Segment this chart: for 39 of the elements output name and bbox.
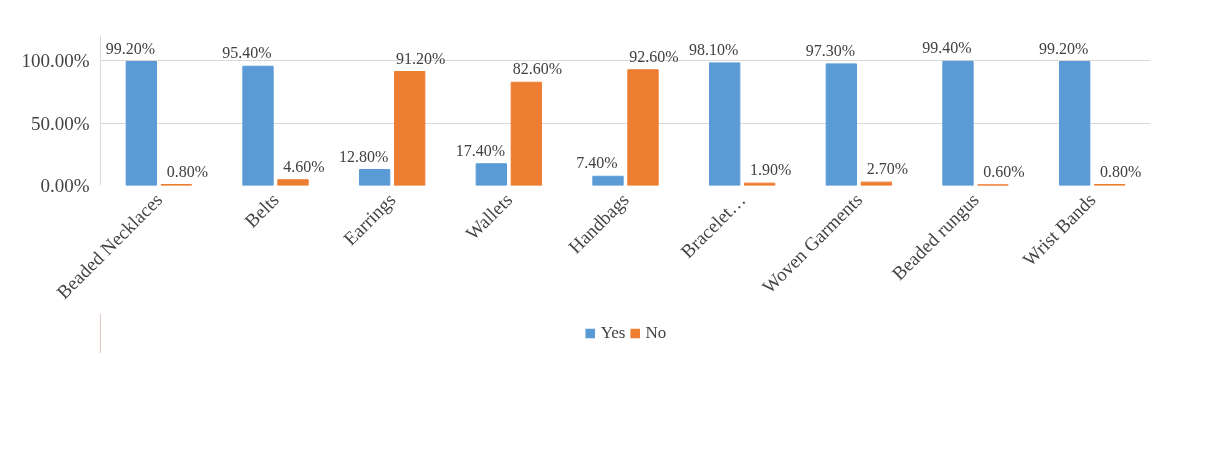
y-tick-label: 50.00% [30, 112, 90, 134]
bar [942, 60, 974, 186]
y-tick-label: 0.00% [40, 175, 90, 196]
data-label: 2.70% [866, 160, 908, 178]
data-label: 12.80% [339, 147, 389, 165]
data-label: 95.40% [222, 44, 272, 62]
data-label: 82.60% [512, 60, 562, 78]
bar [592, 175, 624, 186]
bar [1059, 61, 1091, 186]
data-label: 0.60% [983, 162, 1025, 180]
x-tick-label: Belts [240, 189, 283, 232]
y-tick-label: 100.00% [21, 50, 90, 71]
bar [744, 182, 776, 186]
bar [510, 81, 542, 186]
data-label: 0.80% [166, 162, 208, 180]
data-label: 0.80% [1100, 162, 1142, 180]
data-label: 99.20% [105, 39, 155, 57]
data-label: 4.60% [283, 157, 325, 175]
data-label: 91.20% [396, 49, 446, 67]
data-label: 17.40% [455, 141, 505, 159]
legend-label: No [645, 323, 667, 343]
data-label: 92.60% [629, 47, 679, 65]
bar [277, 179, 309, 186]
data-label: 97.30% [805, 41, 855, 59]
bar [709, 62, 741, 186]
data-label: 99.40% [922, 39, 972, 57]
legend-label: Yes [600, 323, 626, 343]
data-label: 7.40% [576, 154, 618, 172]
bar [394, 71, 426, 186]
data-label: 1.90% [750, 161, 792, 179]
data-label: 98.10% [689, 40, 739, 58]
bar [825, 63, 857, 186]
data-label: 99.20% [1039, 39, 1089, 57]
bar [627, 69, 659, 186]
bar [475, 163, 507, 186]
bar [242, 65, 274, 186]
bar [125, 61, 157, 186]
bar [860, 181, 892, 186]
bar [359, 169, 391, 186]
